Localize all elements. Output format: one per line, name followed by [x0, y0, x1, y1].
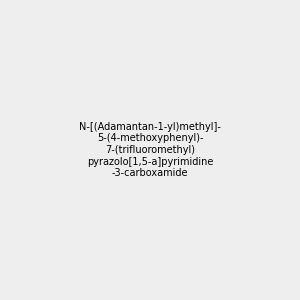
- Text: N-[(Adamantan-1-yl)methyl]-
5-(4-methoxyphenyl)-
7-(trifluoromethyl)
pyrazolo[1,: N-[(Adamantan-1-yl)methyl]- 5-(4-methoxy…: [79, 122, 221, 178]
